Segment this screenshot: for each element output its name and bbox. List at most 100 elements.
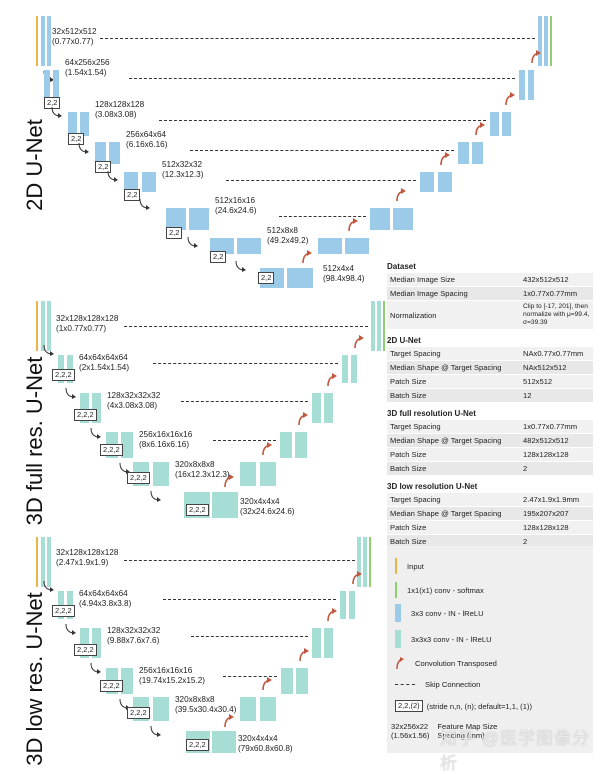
legend-transposed: Convolution Transposed [395, 656, 497, 670]
skip-connection-line [279, 216, 366, 217]
down-arrow-icon [107, 170, 118, 182]
conv-bar [312, 628, 321, 658]
feature-map-label: 128x128x128 (3.08x3.08) [95, 100, 145, 119]
conv-bar [393, 208, 413, 230]
down-arrow-icon [43, 344, 54, 356]
table-row: Median Shape @ Target Spacing NAx512x512 [387, 361, 593, 375]
conv-bar [212, 731, 236, 753]
conv-bar [47, 537, 51, 587]
skip-connection-line [223, 676, 277, 677]
conv-bar [312, 393, 321, 423]
pool-stride-box: 2,2,2 [127, 472, 150, 484]
conv-bar [80, 628, 89, 658]
conv-bar [47, 16, 51, 66]
conv-bar [153, 462, 169, 486]
conv-bar [142, 172, 156, 192]
config-table: Dataset Median Image Size 432x512x512 Med… [387, 262, 593, 549]
legend-conv3d: 3x3x3 conv - IN - lReLU [395, 630, 492, 648]
down-arrow-icon [51, 106, 62, 118]
down-arrow-icon [43, 580, 54, 592]
feature-map-label: 64x64x64x64 (2x1.54x1.54) [79, 353, 130, 372]
feature-map-label: 512x4x4 (98.4x98.4) [323, 264, 365, 283]
title-3d-low-unet: 3D low res. U-Net [22, 592, 47, 766]
conv-bar [240, 462, 256, 486]
legend-softmax: 1x1(x1) conv - softmax [395, 582, 484, 598]
conv-bar [80, 112, 89, 136]
feature-map-label: 256x16x16x16 (19.74x15.2x15.2) [139, 666, 205, 685]
legend-feature-map: 32x256x22 (1.56x1.56) Feature Map Size Spa… [391, 722, 498, 740]
transposed-arrow-icon [531, 50, 541, 64]
pool-stride-box: 2,2,2 [100, 680, 123, 692]
conv-bar [41, 537, 45, 587]
conv-bar [287, 268, 313, 288]
table-row: Median Shape @ Target Spacing 482x512x512 [387, 434, 593, 448]
pool-stride-box: 2,2,2 [52, 369, 75, 381]
pool-stride-box: 2,2,2 [100, 444, 123, 456]
feature-map-label: 64x256x256 (1.54x1.54) [65, 58, 110, 77]
input-swatch-icon [395, 558, 397, 574]
conv-bar [296, 668, 308, 694]
conv-bar [260, 697, 276, 721]
title-3d-full-unet: 3D full res. U-Net [22, 356, 47, 526]
input-bar [36, 537, 38, 587]
conv-bar [538, 16, 542, 66]
conv-bar [502, 112, 511, 136]
down-arrow-icon [150, 725, 161, 737]
table-row: Normalization Clip to [-17, 201], then no… [387, 301, 593, 330]
conv-bar [166, 208, 186, 230]
table-row: Median Image Size 432x512x512 [387, 273, 593, 287]
conv-bar [41, 16, 45, 66]
pool-stride-box: 2,2 [124, 189, 141, 201]
conv-bar [458, 142, 469, 164]
table-row: Batch Size 2 [387, 462, 593, 476]
skip-connection-line [163, 599, 336, 600]
pool-stride-box: 2,2,2 [127, 707, 150, 719]
feature-map-label: 32x128x128x128 (1x0.77x0.77) [56, 314, 119, 333]
conv-bar [212, 492, 238, 518]
input-bar [36, 301, 38, 351]
conv-bar [420, 172, 434, 192]
table-row: Target Spacing NAx0.77x0.77mm [387, 347, 593, 361]
unet2d-rows: Target Spacing NAx0.77x0.77mm Median Shap… [387, 347, 593, 403]
pool-stride-box: 2,2,2 [186, 504, 209, 516]
legend-input: Input [395, 558, 424, 574]
conv-bar [377, 301, 381, 351]
conv-bar [41, 301, 45, 351]
feature-map-label: 64x64x64x64 (4.94x3.8x3.8) [79, 589, 132, 608]
feature-map-label: 320x8x8x8 (39.5x30.4x30.4) [175, 695, 237, 714]
skip-connection-line [226, 180, 416, 181]
legend-pool: 2,2,(2) (stride n,n, (n); default=1,1, (1… [395, 700, 532, 712]
pool-stride-box: 2,2,2 [52, 605, 75, 617]
table-row: Patch Size 128x128x128 [387, 521, 593, 535]
transposed-arrow-icon [327, 373, 337, 387]
conv-bar [240, 697, 256, 721]
transposed-arrow-icon [396, 188, 406, 202]
pool-stride-box: 2,2 [68, 133, 85, 145]
transposed-arrow-icon [224, 714, 234, 728]
skip-connection-line [129, 78, 515, 79]
skip-connection-line [124, 326, 368, 327]
down-arrow-icon [139, 198, 150, 210]
conv-bar [528, 70, 534, 100]
unet3d-low-rows: Target Spacing 2.47x1.9x1.9mm Median Shap… [387, 493, 593, 549]
transposed-arrow-icon [440, 152, 450, 166]
conv-bar [237, 238, 261, 254]
conv-bar [490, 112, 499, 136]
conv-bar [92, 628, 101, 658]
unet2d-header: 2D U-Net [387, 336, 421, 345]
transposed-arrow-icon [475, 122, 485, 136]
conv-bar [357, 537, 361, 587]
pool-stride-box: 2,2 [95, 161, 112, 173]
conv-bar [342, 355, 348, 383]
table-row: Median Shape @ Target Spacing 195x207x207 [387, 507, 593, 521]
softmax-bar [383, 301, 385, 351]
conv-bar [109, 142, 120, 164]
conv-bar [260, 462, 276, 486]
transposed-arrow-icon [396, 657, 404, 670]
legend-conv2d: 3x3 conv - IN - lReLU [395, 604, 484, 622]
conv-bar [124, 172, 138, 192]
conv-bar [472, 142, 483, 164]
table-row: Patch Size 128x128x128 [387, 448, 593, 462]
conv-bar [68, 112, 77, 136]
feature-map-label: 320x4x4x4 (32x24.6x24.6) [240, 497, 295, 516]
